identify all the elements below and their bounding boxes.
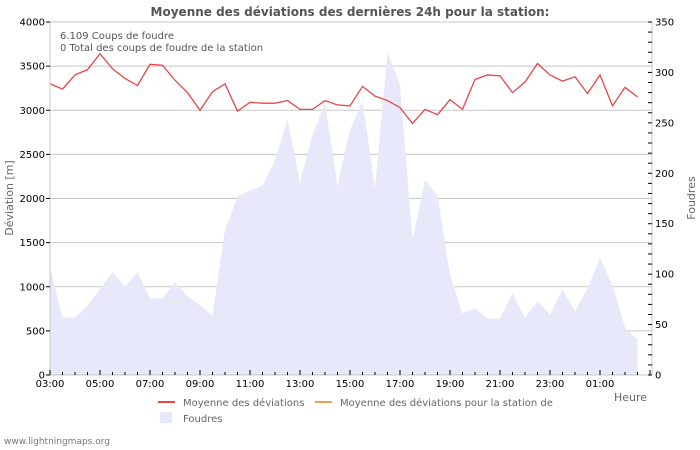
y-tick-label-right: 350 (655, 18, 674, 29)
y-tick-label-left: 1500 (20, 238, 45, 249)
y-tick-label-right: 250 (655, 118, 674, 129)
x-tick-label: 01:00 (586, 379, 615, 390)
axes: 0 500 1000 1500 2000 2500 3000 3500 4000 0 50 100 15… (20, 18, 675, 391)
y-tick-label-right: 150 (655, 219, 674, 230)
legend-swatch-foudres (160, 412, 172, 423)
y-tick-label-right: 100 (655, 270, 674, 281)
x-tick-label: 05:00 (86, 379, 115, 390)
y-tick-label-left: 2500 (20, 150, 45, 161)
legend: Moyenne des déviations Moyenne des dévia… (158, 397, 553, 425)
y-tick-label-right: 50 (655, 320, 668, 331)
legend-label-foudres: Foudres (183, 414, 222, 425)
y-tick-label-left: 3500 (20, 62, 45, 73)
info-strikes: 6.109 Coups de foudre (60, 31, 174, 42)
x-tick-label: 23:00 (536, 379, 565, 390)
y-tick-label-left: 4000 (20, 18, 45, 29)
x-tick-label: 19:00 (436, 379, 465, 390)
x-tick-label: 15:00 (336, 379, 365, 390)
deviation-line (49, 52, 638, 125)
x-tick-label: 13:00 (286, 379, 315, 390)
y-tick-label-right: 300 (655, 68, 674, 79)
x-tick-label: 21:00 (486, 379, 515, 390)
y-tick-label-right: 200 (655, 169, 674, 180)
y-axis-label-right: Foudres (685, 176, 698, 220)
info-station-total: 0 Total des coups de foudre de la statio… (60, 43, 263, 54)
foudres-area (50, 53, 638, 375)
y-tick-label-left: 2000 (20, 194, 45, 205)
x-tick-label: 07:00 (136, 379, 165, 390)
x-tick-label: 03:00 (36, 379, 65, 390)
y-tick-label-left: 500 (26, 326, 45, 337)
chart-title: Moyenne des déviations des dernières 24h… (151, 5, 550, 19)
y-axis-label-left: Déviation [m] (3, 160, 16, 235)
x-axis-label: Heure (614, 391, 647, 404)
y-tick-label-left: 1000 (20, 282, 45, 293)
legend-label-station-deviation: Moyenne des déviations pour la station d… (340, 397, 553, 409)
footer-credit: www.lightningmaps.org (4, 437, 110, 447)
y-tick-label-left: 0 (39, 371, 45, 382)
y-tick-label-right: 0 (655, 371, 661, 382)
legend-label-deviation: Moyenne des déviations (183, 397, 304, 409)
y-tick-label-left: 3000 (20, 106, 45, 117)
x-tick-label: 11:00 (236, 379, 265, 390)
x-tick-label: 17:00 (386, 379, 415, 390)
x-tick-label: 09:00 (186, 379, 215, 390)
